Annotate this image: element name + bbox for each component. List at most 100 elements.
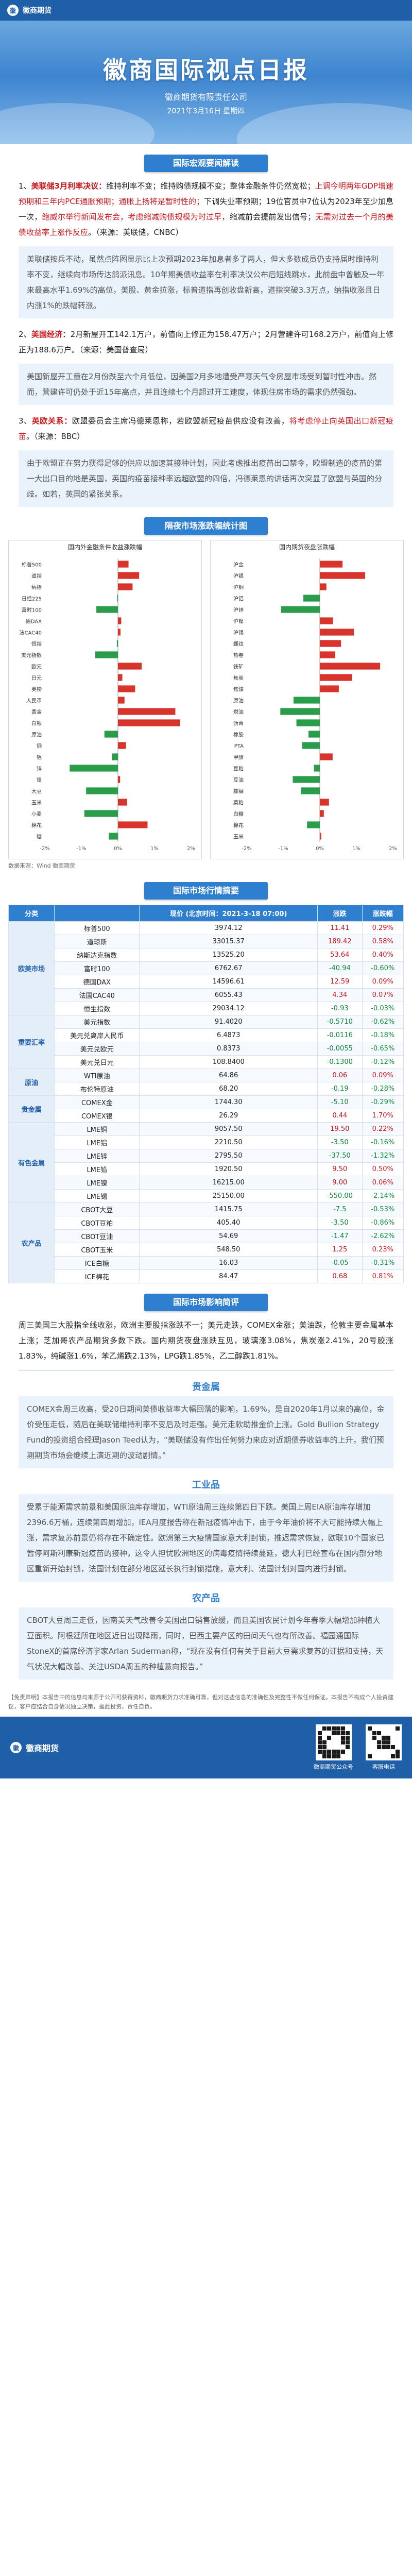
impact-intro: 周三美国三大股指全线收涨，欧洲主要股指涨跌不一；美元走跌，COMEX金涨；美油跌… xyxy=(19,1320,393,1361)
table-cell-price: 91.4020 xyxy=(139,1015,318,1029)
table-cell-pct: -0.16% xyxy=(362,1136,404,1149)
category-label: 糖 xyxy=(37,833,42,840)
category-label: 棕榈 xyxy=(233,788,244,794)
table-row: 重要汇率 美元指数 91.4020 -0.5710 -0.62% xyxy=(8,1015,404,1069)
table-cell-price: 548.50 xyxy=(139,1243,318,1257)
macro-comment-1: 美联储按兵不动，虽然点阵图显示比上次预期2023年加息者多了两人，但大多数成员仍… xyxy=(19,246,393,318)
bar xyxy=(320,753,333,760)
table-cell-price: 9057.50 xyxy=(139,1122,318,1136)
category-label: 法CAC40 xyxy=(20,629,42,636)
th-chg: 涨跌 xyxy=(317,905,363,922)
table-sector: 农产品 xyxy=(8,1202,55,1283)
table-cell-pct: -0.29% xyxy=(362,1095,404,1109)
table-cell-chg: -3.50 xyxy=(317,1216,363,1230)
qr-code-1[interactable]: 徽商期货公众号 xyxy=(314,1724,353,1771)
table-cell-pct: 0.58% xyxy=(362,935,404,948)
qr-code-2[interactable]: 客服电话 xyxy=(366,1724,402,1771)
bar xyxy=(320,583,327,590)
table-row: ICE棉花 84.47 0.68 0.81% xyxy=(9,1269,404,1283)
bar xyxy=(118,708,176,715)
table-cell-name: 标普500 xyxy=(54,921,140,935)
category-label: 原油 xyxy=(31,731,42,738)
bar xyxy=(303,595,320,602)
table-cell-pct: -1.32% xyxy=(362,1149,404,1163)
table-cell-chg: 189.42 xyxy=(317,935,363,948)
bar xyxy=(320,629,354,636)
bar xyxy=(118,674,123,681)
table-row: 原油 WTI原油 64.86 0.06 0.09% xyxy=(8,1069,404,1096)
table-cell-pct: -0.18% xyxy=(362,1028,404,1042)
bar xyxy=(118,561,129,568)
category-label: 纳指 xyxy=(31,584,42,590)
th-name xyxy=(54,905,140,922)
bar xyxy=(320,663,381,670)
table-cell-name: 布伦特原油 xyxy=(54,1082,140,1096)
table-cell-chg: 0.06 xyxy=(317,1069,363,1082)
bar xyxy=(118,685,135,692)
subhead-precious: 贵金属 xyxy=(192,1382,220,1393)
bar xyxy=(320,617,333,624)
table-cell-price: 0.8373 xyxy=(139,1042,318,1056)
table-cell-chg: -0.05 xyxy=(317,1256,363,1270)
table-cell-chg: 19.50 xyxy=(317,1122,363,1136)
category-label: 原油 xyxy=(233,697,244,704)
bar xyxy=(70,765,118,772)
category-label: 豆油 xyxy=(233,776,244,783)
table-cell-chg: -7.5 xyxy=(317,1202,363,1216)
x-tick-label: -2% xyxy=(242,846,251,852)
category-label: 沪锡 xyxy=(233,629,244,636)
category-label: 日经225 xyxy=(22,595,42,602)
bar xyxy=(320,640,341,647)
x-tick-label: 1% xyxy=(352,846,360,852)
category-label: 黄金 xyxy=(31,708,42,715)
table-cell-name: 恒生指数 xyxy=(54,1002,140,1015)
table-cell-price: 108.8400 xyxy=(139,1055,318,1069)
bar xyxy=(109,833,118,840)
bar xyxy=(96,606,118,613)
table-cell-name: CBOT豆粕 xyxy=(54,1216,140,1230)
category-label: 玉米 xyxy=(233,833,244,840)
table-cell-name: COMEX金 xyxy=(54,1095,140,1109)
table-cell-pct: 0.07% xyxy=(362,988,404,1002)
category-label: 甲醇 xyxy=(233,754,244,760)
category-label: 英镑 xyxy=(31,686,42,692)
table-cell-price: 405.40 xyxy=(139,1216,318,1230)
table-row: 富时100 6762.67 -40.94 -0.60% xyxy=(9,961,404,975)
table-cell-price: 3974.12 xyxy=(139,921,318,935)
table-cell-pct: 1.70% xyxy=(362,1109,404,1123)
table-cell-chg: 1.25 xyxy=(317,1243,363,1257)
bar xyxy=(320,674,352,681)
bar xyxy=(86,787,118,794)
category-label: 棉花 xyxy=(233,822,244,828)
category-label: 豆粕 xyxy=(233,765,244,772)
section-title-impact: 国际市场影响简评 xyxy=(144,1294,268,1311)
category-label: 锌 xyxy=(37,765,42,772)
category-label: 棉花 xyxy=(31,822,42,828)
x-tick-label: 0% xyxy=(316,846,324,852)
table-cell-chg: 53.64 xyxy=(317,948,363,962)
category-label: 沪银 xyxy=(233,572,244,579)
category-label: 焦炭 xyxy=(233,674,244,681)
bar xyxy=(301,787,320,794)
bar xyxy=(104,731,118,738)
category-label: 热卷 xyxy=(233,652,244,658)
table-cell-price: 25150.00 xyxy=(139,1189,318,1203)
bar xyxy=(118,742,126,749)
table-cell-name: CBOT玉米 xyxy=(54,1243,140,1257)
bar xyxy=(314,765,320,772)
category-label: 沪锌 xyxy=(233,606,244,613)
macro-comment-2: 美国新屋开工量在2月份跌至六个月低位，因美国2月多地遭受严寒天气令房屋市场受到暂… xyxy=(19,364,393,405)
report-title: 徽商国际视点日报 xyxy=(103,56,309,84)
table-cell-name: LME铝 xyxy=(54,1136,140,1149)
table-cell-chg: -0.1300 xyxy=(317,1055,363,1069)
table-cell-price: 1415.75 xyxy=(139,1202,318,1216)
bar xyxy=(84,810,118,817)
category-label: 沪金 xyxy=(233,561,244,568)
table-row: 美元兑欧元 0.8373 -0.0055 -0.65% xyxy=(9,1042,404,1056)
bar xyxy=(296,719,320,726)
macro-section: 1、美联储3月利率决议：维持利率不变；维持购债规模不变；整体金融条件仍然宽松；上… xyxy=(0,178,412,507)
table-cell-chg: 9.50 xyxy=(317,1162,363,1176)
macro-item-3: 3、英欧关系：欧盟委员会主席冯德莱恩称，若欧盟新冠疫苗供应没有改善，将考虑停止向… xyxy=(19,416,393,441)
table-cell-price: 84.47 xyxy=(139,1269,318,1283)
bar xyxy=(118,663,142,670)
